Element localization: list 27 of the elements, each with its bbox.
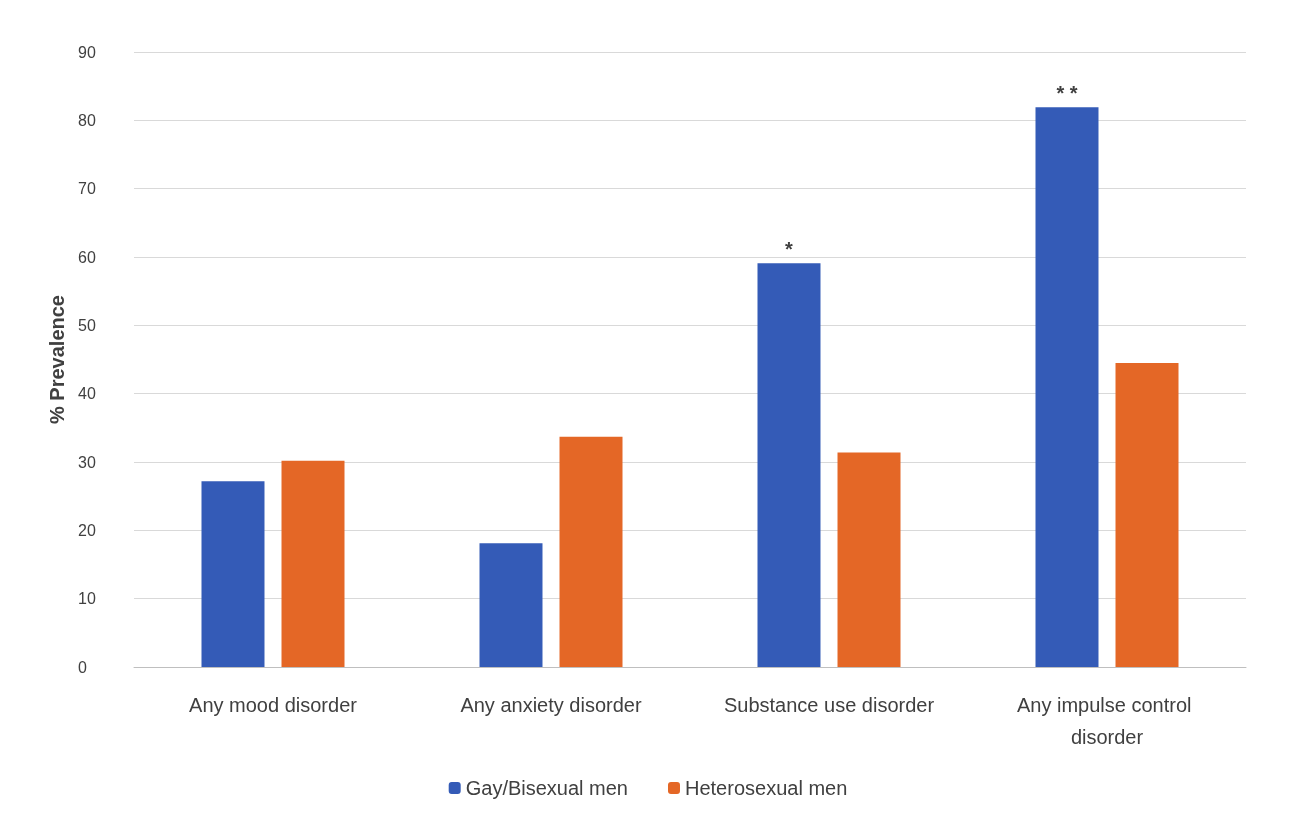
x-tick-label: Any impulse control disorder — [1016, 694, 1198, 748]
y-tick-label: 20 — [78, 521, 96, 539]
y-tick-label: 70 — [78, 180, 96, 198]
bar — [559, 436, 623, 667]
y-axis-title: % Prevalence — [46, 295, 69, 424]
bar — [1035, 107, 1099, 667]
x-tick-label: Any mood disorder — [189, 694, 358, 716]
y-tick-label: 80 — [78, 111, 96, 129]
bar — [757, 263, 821, 667]
y-tick-label: 40 — [78, 385, 96, 403]
bar — [479, 543, 543, 667]
y-tick-label: 0 — [78, 658, 87, 676]
legend-label: Gay/Bisexual men — [465, 777, 628, 799]
bar — [837, 452, 901, 667]
bar — [1115, 362, 1179, 667]
x-tick-label: Substance use disorder — [723, 694, 935, 716]
legend-label: Heterosexual men — [685, 777, 848, 799]
y-tick-label: 10 — [78, 590, 96, 608]
bar — [201, 481, 265, 667]
y-tick-label: 30 — [78, 453, 96, 471]
y-tick-label: 60 — [78, 248, 96, 266]
y-tick-label: 50 — [78, 316, 96, 334]
bar — [281, 460, 345, 667]
y-tick-label: 90 — [78, 43, 96, 61]
x-tick-label: Any anxiety disorder — [460, 694, 642, 716]
annotation: * — [785, 238, 794, 261]
annotation: * * — [1056, 82, 1078, 105]
